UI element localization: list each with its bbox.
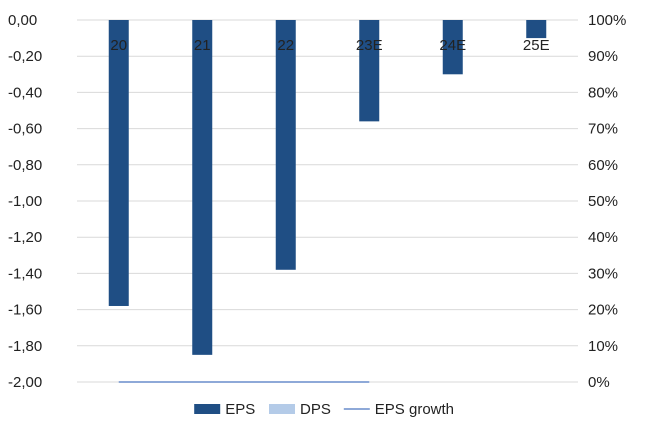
right-tick-label: 20% xyxy=(588,302,618,319)
left-tick-label: -1,00 xyxy=(8,193,42,210)
left-tick-label: 0,00 xyxy=(8,12,37,29)
left-tick-label: -0,80 xyxy=(8,157,42,174)
legend: EPS DPS EPS growth xyxy=(194,401,454,418)
eps-bar xyxy=(192,20,213,355)
right-tick-label: 10% xyxy=(588,338,618,355)
category-label: 20 xyxy=(110,37,127,54)
right-tick-label: 40% xyxy=(588,229,618,246)
right-tick-label: 50% xyxy=(588,193,618,210)
gridlines xyxy=(77,19,578,383)
left-tick-label: -0,40 xyxy=(8,84,42,101)
category-label: 22 xyxy=(277,37,294,54)
right-tick-label: 0% xyxy=(588,374,610,391)
legend-label: EPS growth xyxy=(375,401,454,418)
category-label: 23E xyxy=(356,37,383,54)
left-tick-label: -2,00 xyxy=(8,374,42,391)
eps-bar xyxy=(275,20,296,270)
legend-label: EPS xyxy=(225,401,255,418)
left-tick-label: -0,20 xyxy=(8,48,42,65)
eps-bar xyxy=(526,20,547,39)
left-tick-label: -1,80 xyxy=(8,338,42,355)
legend-label: DPS xyxy=(300,401,331,418)
legend-bar-swatch xyxy=(194,404,221,414)
right-tick-label: 80% xyxy=(588,84,618,101)
right-tick-label: 60% xyxy=(588,157,618,174)
legend-bar-swatch xyxy=(269,404,295,414)
category-label: 24E xyxy=(439,37,466,54)
left-tick-label: -1,20 xyxy=(8,229,42,246)
left-tick-label: -1,60 xyxy=(8,302,42,319)
eps-bar xyxy=(442,20,463,75)
eps-bar xyxy=(108,20,129,306)
right-tick-label: 30% xyxy=(588,265,618,282)
legend-item: EPS xyxy=(194,401,255,418)
legend-item: DPS xyxy=(269,401,331,418)
right-tick-label: 100% xyxy=(588,12,626,29)
left-tick-label: -1,40 xyxy=(8,265,42,282)
left-axis: 0,00 -0,20 -0,40 -0,60 -0,80 -1,00 -1,20 -1,40 -… xyxy=(8,12,42,391)
right-axis: 100% 90% 80% 70% 60% 50% 40% 30% 20% 10% 0% xyxy=(588,12,626,391)
eps-bar xyxy=(359,20,380,122)
legend-item: EPS growth xyxy=(343,401,454,418)
category-labels: 20 21 22 23E 24E 25E xyxy=(110,37,549,54)
category-label: 25E xyxy=(523,37,550,54)
bars xyxy=(108,20,547,355)
right-tick-label: 90% xyxy=(588,48,618,65)
right-tick-label: 70% xyxy=(588,121,618,138)
category-label: 21 xyxy=(194,37,211,54)
left-tick-label: -0,60 xyxy=(8,121,42,138)
